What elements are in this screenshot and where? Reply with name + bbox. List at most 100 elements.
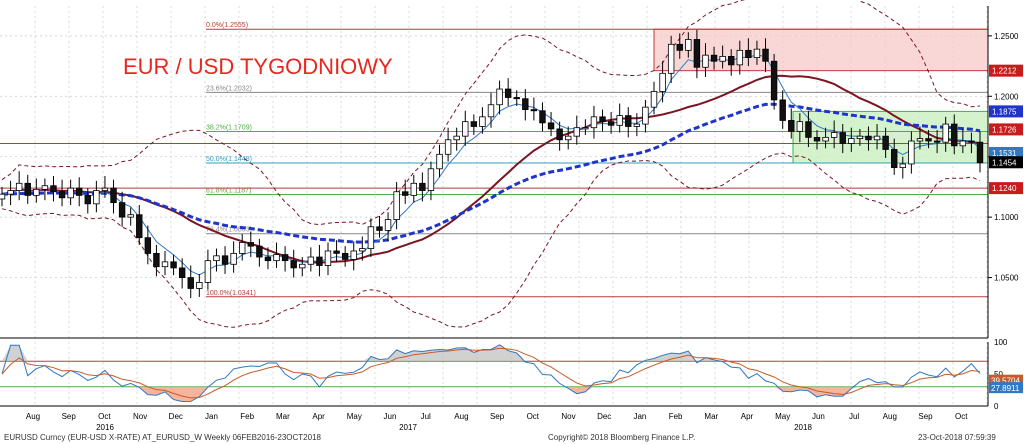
price-tag xyxy=(989,64,1023,77)
candle-body xyxy=(865,135,872,141)
candle-body xyxy=(341,252,349,260)
candle-body xyxy=(573,127,580,137)
x-tick-label: Sep xyxy=(62,412,77,421)
rsi-tag-label: 27.8911 xyxy=(991,384,1020,393)
fib-label: 61.8%(1.1187) xyxy=(206,188,251,195)
candle-body xyxy=(556,128,563,141)
lower-band xyxy=(1,152,981,328)
candle-body xyxy=(178,267,186,278)
candle-body xyxy=(856,135,864,139)
price-tag-label: 1.1531 xyxy=(992,149,1017,158)
x-tick-label: Mar xyxy=(704,412,718,421)
rsi-overbought-fill xyxy=(2,344,980,362)
candle-body xyxy=(942,123,949,143)
price-tag-label: 1.1454 xyxy=(992,158,1017,167)
candle-body xyxy=(710,54,718,62)
candle-body xyxy=(565,135,572,141)
candle-body xyxy=(728,55,735,66)
candle-body xyxy=(256,245,263,258)
fib-label: 38.2%(1.1709) xyxy=(206,124,252,131)
candle-body xyxy=(736,49,743,66)
candle-body xyxy=(204,260,212,283)
candle-body xyxy=(822,136,829,142)
candle-body xyxy=(513,97,520,100)
candle-body xyxy=(110,187,117,204)
candle-body xyxy=(676,43,683,51)
x-year-label: 2017 xyxy=(399,423,417,432)
candle-body xyxy=(479,116,486,127)
fib-label: 100.0%(1.0341) xyxy=(206,290,256,297)
resistance-zone xyxy=(653,28,989,72)
candle-body xyxy=(436,153,443,170)
candle-body xyxy=(350,250,357,260)
candle-body xyxy=(951,123,958,147)
x-tick-label: Sep xyxy=(490,412,505,421)
x-tick-label: Dec xyxy=(597,412,611,421)
candle-body xyxy=(616,115,623,126)
candle-body xyxy=(187,277,194,289)
candle-body xyxy=(667,43,675,74)
y-tick-label: 1.2000 xyxy=(994,92,1019,101)
candle-body xyxy=(959,140,967,147)
candle-body xyxy=(925,138,932,142)
candle-body xyxy=(607,121,615,126)
x-year-label: 2018 xyxy=(794,423,812,432)
candle-body xyxy=(376,226,383,231)
candle-body xyxy=(161,261,169,268)
candle-body xyxy=(410,182,417,196)
price-tag-label: 1.1726 xyxy=(992,125,1017,134)
candle-body xyxy=(848,138,855,144)
rsi-tag-label: 39.5704 xyxy=(991,377,1020,386)
rsi-signal-line xyxy=(1,347,981,399)
candle-body xyxy=(221,255,229,265)
ema-line xyxy=(1,102,981,244)
candle-body xyxy=(916,138,924,142)
rsi-tick-label: 100 xyxy=(994,338,1008,347)
candle-body xyxy=(522,98,529,110)
candle-body xyxy=(453,135,460,141)
candle-body xyxy=(24,182,31,196)
candle-body xyxy=(599,116,606,123)
candle-body xyxy=(539,110,546,124)
candle-body xyxy=(891,149,898,168)
candle-body xyxy=(393,191,400,220)
candle-body xyxy=(444,139,452,155)
candle-body xyxy=(968,140,975,143)
candle-body xyxy=(367,226,375,249)
candle-body xyxy=(685,39,692,51)
axes: 1.25001.20001.15001.10001.05001.22121.18… xyxy=(0,6,1023,432)
candle-body xyxy=(770,60,778,101)
x-tick-label: Oct xyxy=(527,412,540,421)
x-tick-label: Apr xyxy=(312,412,325,421)
grid xyxy=(0,6,988,406)
candle-body xyxy=(136,214,143,239)
candle-body xyxy=(50,185,57,193)
x-tick-label: Jul xyxy=(421,412,431,421)
price-tag xyxy=(989,105,1023,118)
x-tick-label: Oct xyxy=(98,412,111,421)
candle-body xyxy=(170,261,177,269)
x-tick-label: Aug xyxy=(26,412,40,421)
rsi-tick-label: 50 xyxy=(994,370,1003,379)
y-tick-label: 1.2500 xyxy=(994,32,1019,41)
x-tick-label: Oct xyxy=(955,412,968,421)
candle-body xyxy=(462,121,469,137)
candle-body xyxy=(290,260,297,269)
fibonacci-levels: 0.0%(1.2555) 23.6%(1.2032) 38.2%(1.1709) 50… xyxy=(0,22,988,298)
candle-body xyxy=(642,106,649,125)
candle-body xyxy=(496,88,503,106)
candle-body xyxy=(299,263,306,269)
x-year-label: 2016 xyxy=(96,423,114,432)
price-tag xyxy=(989,123,1023,136)
candle-body xyxy=(504,88,512,98)
x-tick-label: Jun xyxy=(812,412,825,421)
x-tick-label: Feb xyxy=(669,412,683,421)
candle-body xyxy=(153,252,160,268)
candle-body xyxy=(693,39,701,68)
fib-label: 0.0%(1.2555) xyxy=(206,22,248,29)
candle-body xyxy=(239,242,246,254)
consolidation-zone xyxy=(792,110,989,164)
candle-body xyxy=(33,188,40,196)
candle-body xyxy=(247,242,254,247)
candle-body xyxy=(333,250,340,254)
